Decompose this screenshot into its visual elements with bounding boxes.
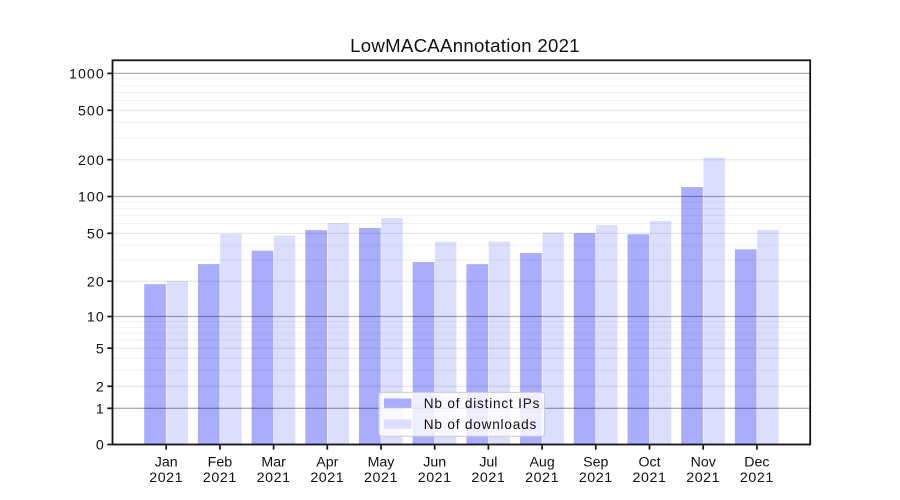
svg-text:LowMACAAnnotation 2021: LowMACAAnnotation 2021 xyxy=(350,35,580,56)
svg-text:2021: 2021 xyxy=(740,470,774,486)
svg-text:50: 50 xyxy=(87,226,105,242)
svg-text:2021: 2021 xyxy=(203,470,237,486)
svg-text:5: 5 xyxy=(96,341,105,357)
svg-text:Mar: Mar xyxy=(261,454,286,470)
svg-text:Aug: Aug xyxy=(529,454,554,470)
svg-text:2021: 2021 xyxy=(525,470,559,486)
svg-text:Nb of distinct IPs: Nb of distinct IPs xyxy=(424,396,540,411)
svg-text:Nb of downloads: Nb of downloads xyxy=(424,417,537,432)
svg-text:Jan: Jan xyxy=(155,454,178,470)
svg-text:1000: 1000 xyxy=(69,67,105,83)
svg-text:2021: 2021 xyxy=(149,470,183,486)
svg-text:2021: 2021 xyxy=(310,470,344,486)
svg-text:Sep: Sep xyxy=(583,454,608,470)
svg-text:Apr: Apr xyxy=(316,454,338,470)
svg-text:0: 0 xyxy=(96,438,105,454)
svg-text:Jun: Jun xyxy=(423,454,446,470)
svg-text:1: 1 xyxy=(96,401,105,417)
svg-text:Jul: Jul xyxy=(479,454,497,470)
svg-text:May: May xyxy=(368,454,396,470)
svg-text:2021: 2021 xyxy=(686,470,720,486)
svg-text:2021: 2021 xyxy=(579,470,613,486)
svg-text:20: 20 xyxy=(87,274,105,290)
svg-text:Oct: Oct xyxy=(638,454,660,470)
svg-text:2021: 2021 xyxy=(257,470,291,486)
svg-text:2: 2 xyxy=(96,379,105,395)
svg-text:100: 100 xyxy=(78,190,105,206)
svg-text:2021: 2021 xyxy=(364,470,398,486)
svg-text:Dec: Dec xyxy=(744,454,769,470)
svg-text:2021: 2021 xyxy=(471,470,505,486)
svg-text:500: 500 xyxy=(78,103,105,119)
svg-text:Feb: Feb xyxy=(208,454,233,470)
svg-text:2021: 2021 xyxy=(633,470,667,486)
svg-text:200: 200 xyxy=(78,153,105,169)
svg-text:2021: 2021 xyxy=(418,470,452,486)
svg-text:Nov: Nov xyxy=(691,454,717,470)
svg-text:10: 10 xyxy=(87,310,105,326)
